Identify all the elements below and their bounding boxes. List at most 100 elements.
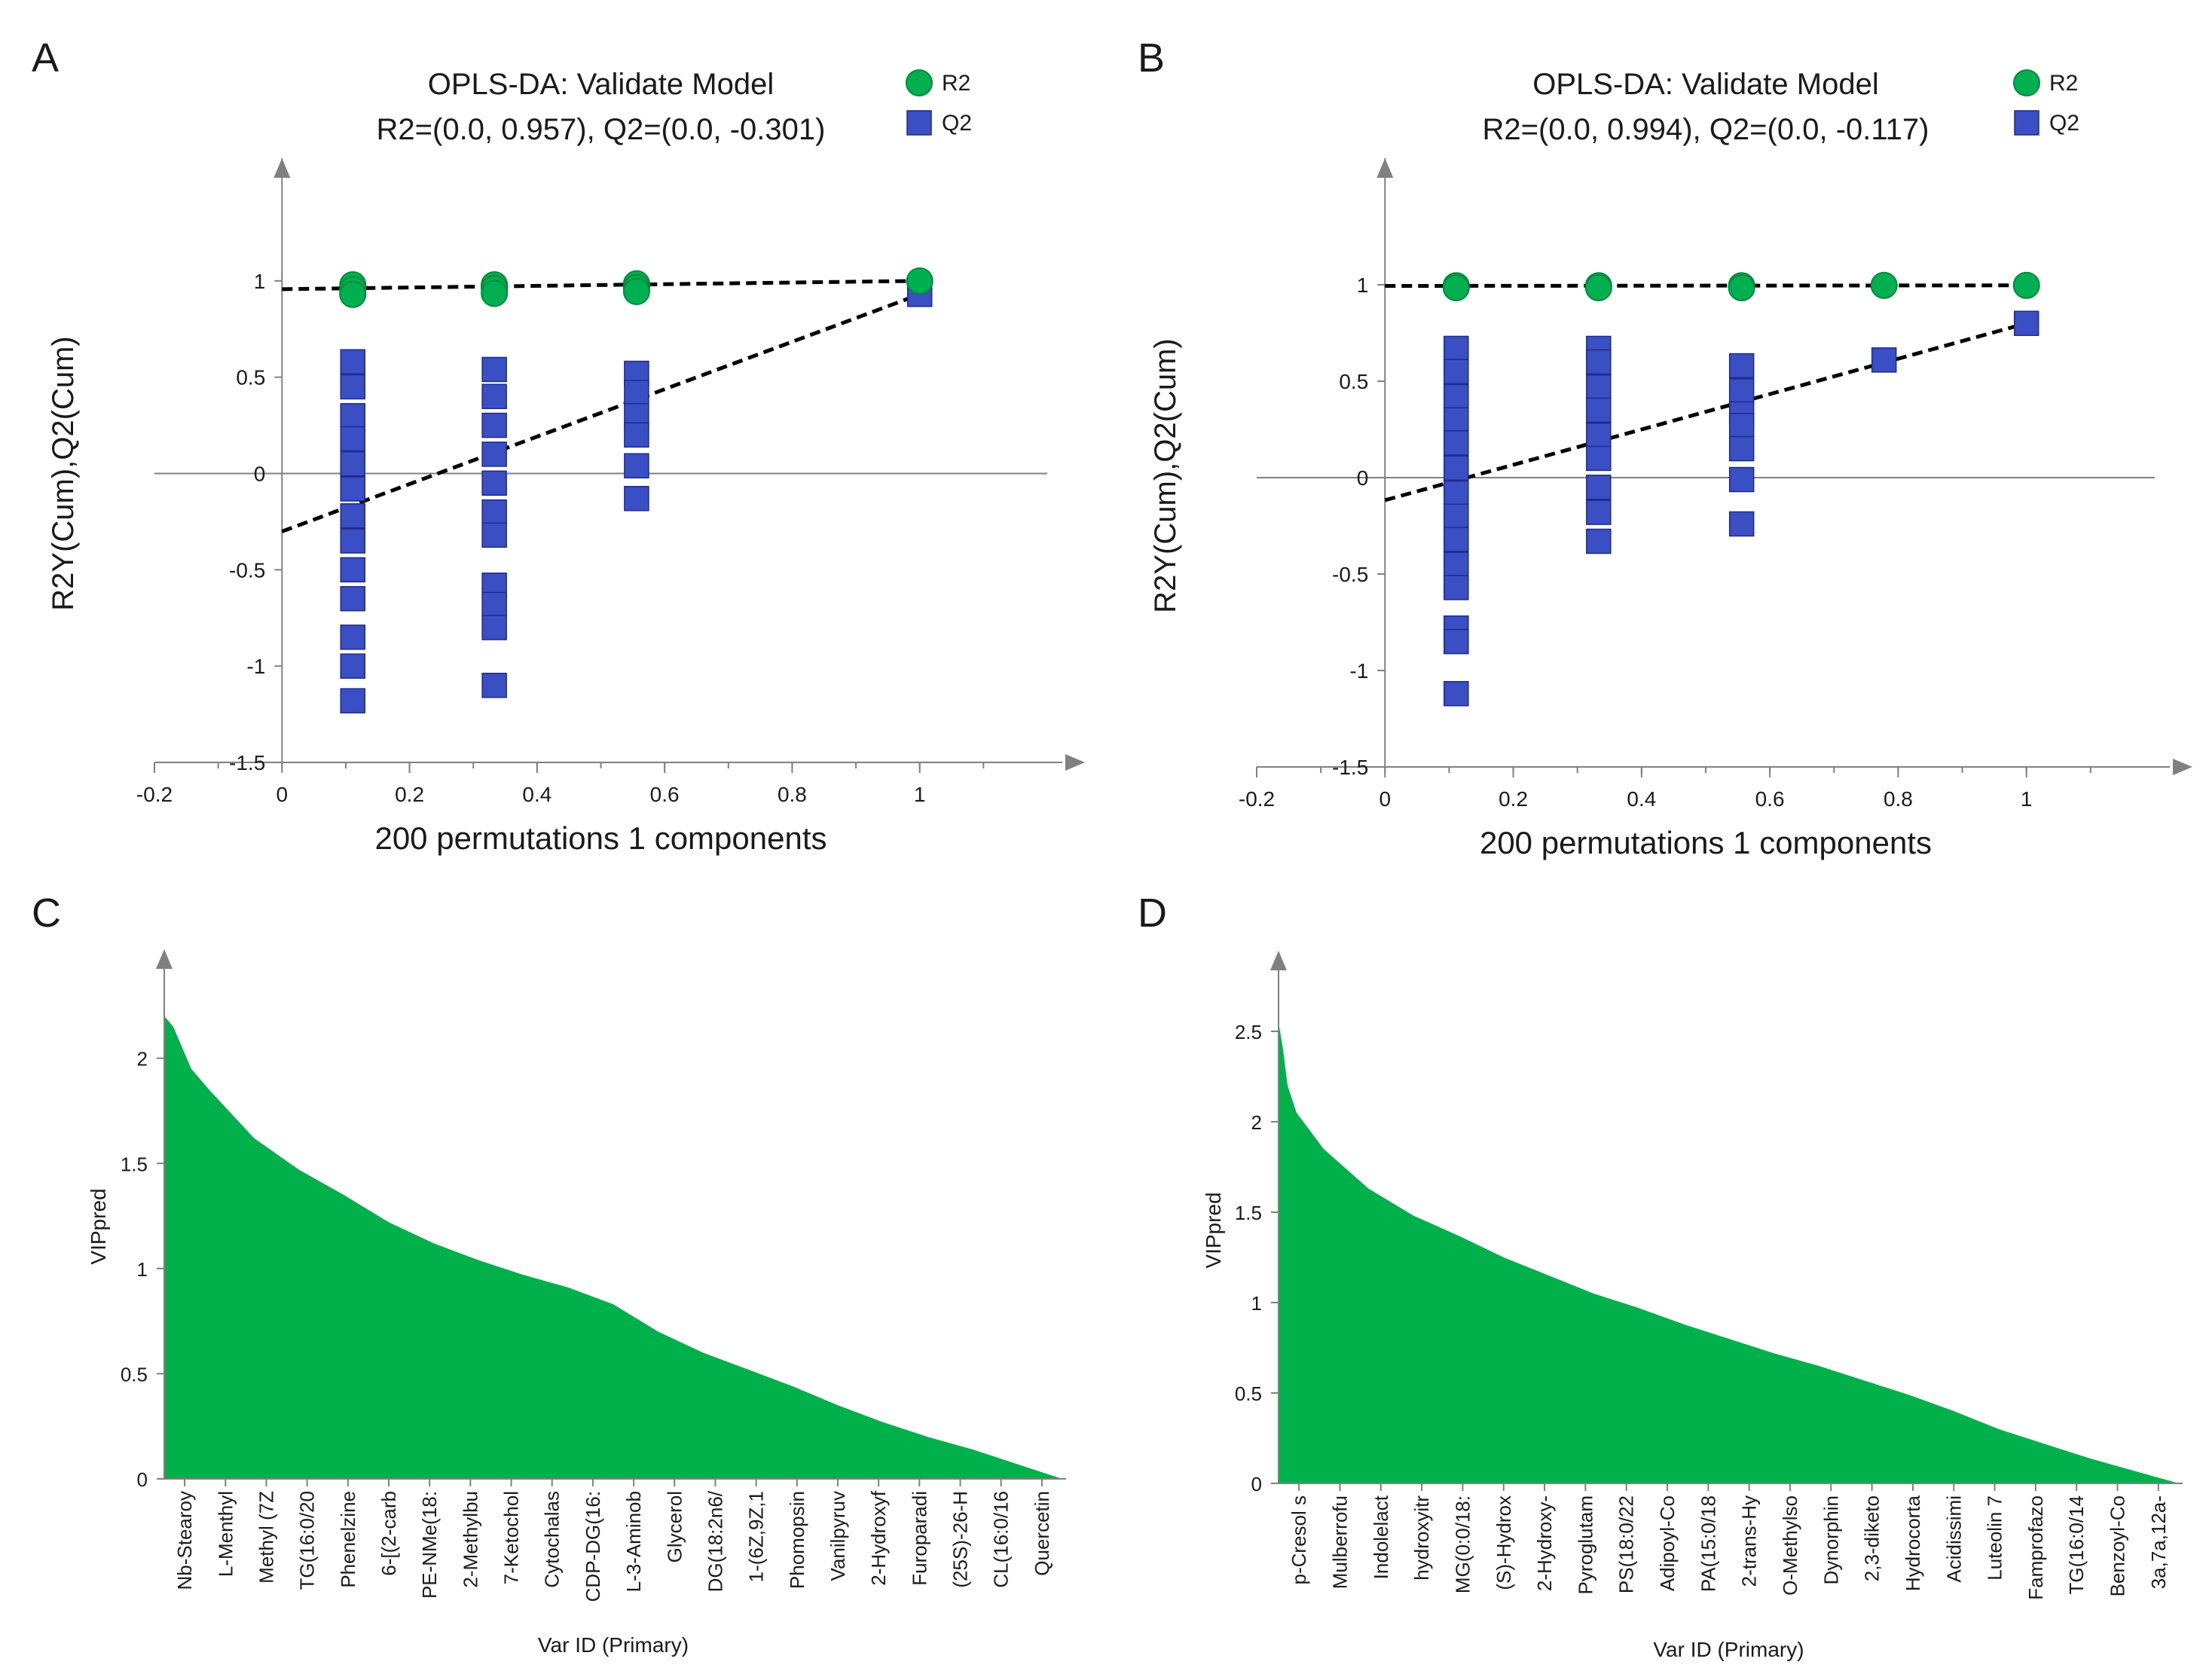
y-tick-label-B: -1 <box>1349 659 1368 683</box>
x-axis-arrow-B <box>2173 759 2192 775</box>
q2-point <box>1444 680 1469 707</box>
q2-point <box>340 585 365 612</box>
q2-point <box>1586 528 1612 554</box>
y-axis-arrow-A <box>273 158 291 178</box>
y-tick-label-A: 0.5 <box>236 366 265 389</box>
category-label-C: Vanilpyruv <box>826 1491 849 1581</box>
q2-point <box>481 615 507 640</box>
y-tick-label-D: 2 <box>1251 1111 1262 1134</box>
q2-point <box>481 412 507 438</box>
y-tick-label-B: 0 <box>1357 466 1369 490</box>
y-axis-arrow-B <box>1376 158 1394 178</box>
q2-point <box>1444 407 1469 432</box>
y-tick-label-C: 1 <box>137 1258 148 1281</box>
category-label-C: Phomopsin <box>786 1491 808 1589</box>
category-label-D: Indolelact <box>1370 1495 1392 1579</box>
r2-point <box>622 277 650 305</box>
panel-C: C 0 0.5 1 1.5 2 Nb-Stearoy L-Menthyl Methyl (7Z T… <box>32 890 1066 1657</box>
x-axis-label-D: Var ID (Primary) <box>1653 1638 1804 1661</box>
y-tick-label-C: 0 <box>137 1468 148 1491</box>
r2-point <box>481 280 509 307</box>
category-label-D: MG(0:0/18: <box>1451 1495 1474 1593</box>
q2-point <box>1444 430 1469 456</box>
y-axis-arrow-C <box>156 949 173 969</box>
category-label-C: DG(18:2n6/ <box>704 1490 726 1592</box>
r2-point <box>1728 273 1755 301</box>
category-label-C: CL(16:0/16 <box>990 1491 1013 1588</box>
q2-point <box>340 349 365 374</box>
category-label-C: Furoparadi <box>908 1491 930 1586</box>
y-tick-label-B: 0.5 <box>1339 370 1368 393</box>
x-tick-label-A: 0.6 <box>650 783 680 806</box>
q2-point <box>1728 435 1755 462</box>
category-label-C: Glycerol <box>663 1491 686 1562</box>
x-axis-label-C: Var ID (Primary) <box>538 1633 689 1657</box>
x-tick-label-A: 0 <box>276 783 288 806</box>
category-label-C: Methyl (7Z <box>255 1491 277 1584</box>
q2-point <box>340 426 365 452</box>
y-tick-label-D: 2.5 <box>1235 1021 1262 1043</box>
category-label-C: 1-(6Z,9Z,1 <box>745 1491 768 1582</box>
category-label-D: p-Cresol s <box>1288 1495 1310 1584</box>
y-tick-label-A: -1.5 <box>229 751 265 774</box>
trend-line-r2 <box>282 279 920 292</box>
y-axis-label-C: VIPpred <box>87 1188 110 1264</box>
y-tick-label-D: 1.5 <box>1235 1202 1262 1224</box>
category-label-C: L-3-Aminob <box>622 1491 645 1592</box>
x-tick-label-B: -0.2 <box>1239 787 1275 811</box>
vip-area-C <box>164 1016 1062 1479</box>
y-tick-label-A: 1 <box>254 270 266 293</box>
q2-point <box>1586 422 1612 448</box>
trend-line-q2 <box>1384 321 2027 502</box>
r2-point <box>1584 273 1612 301</box>
x-tick-label-B: 1 <box>2021 787 2033 811</box>
panel-B: B OPLS-DA: Validate Model R2=(0.0, 0.994),… <box>1138 35 2192 860</box>
y-tick-label-D: 0 <box>1251 1473 1262 1495</box>
x-tick-label-B: 0 <box>1379 787 1391 811</box>
vip-area-D <box>1279 1022 2179 1483</box>
y-tick-label-A: -0.5 <box>229 558 265 582</box>
x-tick-label-B: 0.4 <box>1627 787 1656 811</box>
q2-point <box>340 653 365 679</box>
q2-point <box>1871 347 1897 373</box>
q2-point <box>1444 628 1469 655</box>
category-label-C: Phenelzine <box>337 1491 359 1588</box>
q2-point <box>481 499 507 525</box>
q2-point <box>340 625 365 650</box>
chart-subtitle-A: R2=(0.0, 0.957), Q2=(0.0, -0.301) <box>377 113 826 146</box>
category-label-D: 3a,7a,12a- <box>2147 1495 2170 1589</box>
q2-point <box>340 557 365 583</box>
category-label-D: 2,3-diketo <box>1861 1495 1884 1581</box>
q2-point <box>481 522 507 548</box>
q2-point <box>1586 374 1612 400</box>
legend-q2-label: Q2 <box>942 111 972 136</box>
q2-point <box>1728 413 1755 438</box>
panel-label-D: D <box>1138 890 1167 936</box>
category-label-D: Famprofazo <box>2024 1495 2047 1600</box>
category-label-D: O-Methylso <box>1779 1495 1801 1596</box>
y-tick-label-C: 0.5 <box>121 1363 148 1385</box>
x-tick-label-A: 0.8 <box>778 783 807 806</box>
q2-point <box>1586 499 1612 525</box>
q2-point <box>340 502 365 529</box>
q2-point <box>340 528 365 554</box>
q2-point <box>2013 310 2039 336</box>
trend-line-q2 <box>281 292 921 533</box>
category-label-D: 2-Hydroxy- <box>1533 1495 1556 1591</box>
chart-subtitle-B: R2=(0.0, 0.994), Q2=(0.0, -0.117) <box>1483 113 1929 146</box>
category-label-D: Pyroglutam <box>1574 1495 1596 1595</box>
q2-point <box>1444 527 1469 552</box>
category-label-D: PS(18:0/22 <box>1615 1495 1638 1593</box>
y-tick-label-B: -0.5 <box>1332 563 1368 586</box>
q2-point <box>481 470 507 496</box>
q2-point <box>340 403 365 429</box>
q2-point <box>624 485 649 512</box>
q2-point <box>481 591 507 618</box>
r2-point <box>339 280 367 308</box>
q2-point <box>624 380 649 405</box>
x-axis-label-B: 200 permutations 1 components <box>1480 825 1932 860</box>
q2-point <box>1586 475 1612 500</box>
x-axis-label-A: 200 permutations 1 components <box>374 820 826 856</box>
x-tick-label-B: 0.2 <box>1499 787 1528 811</box>
q2-point <box>481 441 507 467</box>
